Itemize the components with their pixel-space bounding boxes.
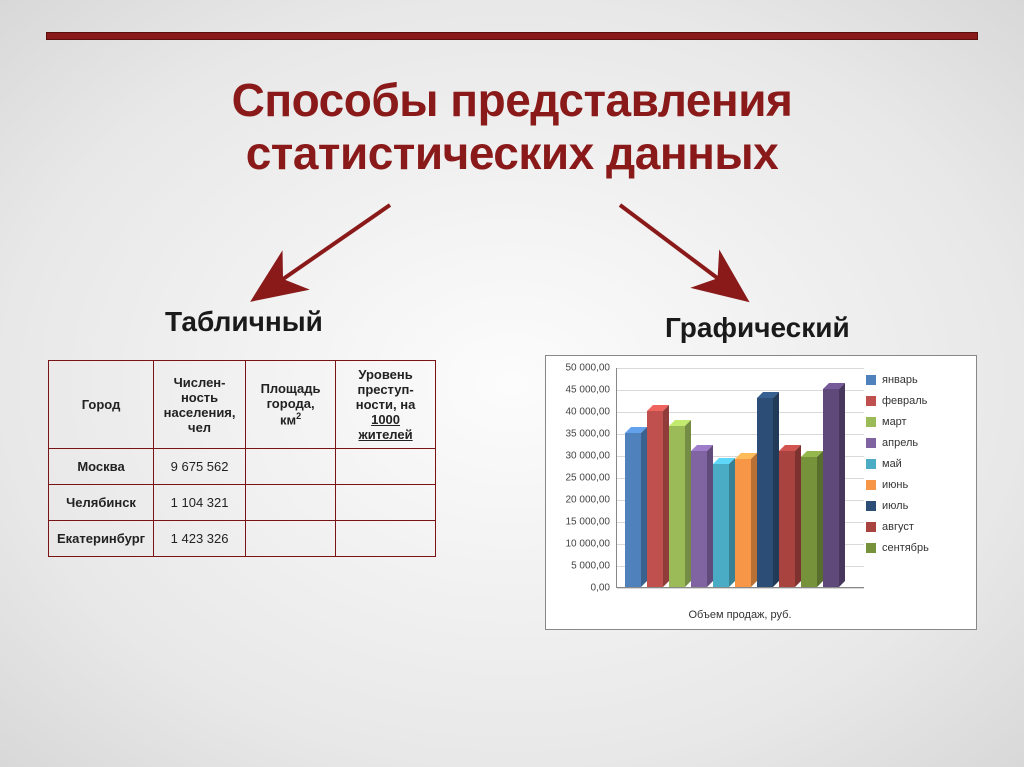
chart-bar xyxy=(757,398,773,587)
legend-item: сентябрь xyxy=(866,542,966,554)
legend-label: июнь xyxy=(882,479,908,491)
table-cell xyxy=(336,485,436,521)
chart-ytick-label: 35 000,00 xyxy=(550,429,610,440)
th-area: Площадьгорода,км2 xyxy=(246,361,336,449)
table-row: Москва9 675 562 xyxy=(49,449,436,485)
chart-bar xyxy=(823,389,839,587)
th-crime: Уровеньпреступ-ности, на1000 жителей xyxy=(336,361,436,449)
table-header-row: Город Числен-ностьнаселения,чел Площадьг… xyxy=(49,361,436,449)
legend-swatch xyxy=(866,543,876,553)
data-table: Город Числен-ностьнаселения,чел Площадьг… xyxy=(48,360,436,557)
chart-ytick-label: 30 000,00 xyxy=(550,451,610,462)
chart-ytick-label: 40 000,00 xyxy=(550,407,610,418)
chart-bar xyxy=(713,464,729,587)
chart-ytick-label: 25 000,00 xyxy=(550,473,610,484)
legend-label: март xyxy=(882,416,907,428)
legend-swatch xyxy=(866,396,876,406)
chart-plot-area xyxy=(616,368,864,588)
legend-swatch xyxy=(866,417,876,427)
chart-ytick-label: 15 000,00 xyxy=(550,517,610,528)
chart-ytick-label: 45 000,00 xyxy=(550,385,610,396)
chart-ytick-label: 0,00 xyxy=(550,583,610,594)
table-cell: 1 104 321 xyxy=(154,485,246,521)
chart-bar xyxy=(801,457,817,587)
legend-swatch xyxy=(866,522,876,532)
legend-item: июль xyxy=(866,500,966,512)
legend-item: май xyxy=(866,458,966,470)
legend-item: январь xyxy=(866,374,966,386)
subheading-graphic: Графический xyxy=(665,312,850,344)
table-cell xyxy=(336,521,436,557)
th-city: Город xyxy=(49,361,154,449)
subheading-tabular: Табличный xyxy=(165,306,323,338)
table-cell xyxy=(336,449,436,485)
chart-legend: январь февраль март апрель май июнь июль август… xyxy=(866,374,966,563)
chart-bar xyxy=(625,433,641,587)
table-cell: 9 675 562 xyxy=(154,449,246,485)
chart-x-axis-label: Объем продаж, руб. xyxy=(616,609,864,621)
legend-label: сентябрь xyxy=(882,542,929,554)
chart-gridline xyxy=(617,588,864,589)
legend-label: февраль xyxy=(882,395,927,407)
legend-swatch xyxy=(866,375,876,385)
legend-label: август xyxy=(882,521,914,533)
table-cell: Екатеринбург xyxy=(49,521,154,557)
legend-item: февраль xyxy=(866,395,966,407)
bar-chart: 0,00 5 000,00 10 000,00 15 000,00 20 000,00 2… xyxy=(545,355,977,630)
chart-bar xyxy=(669,426,685,587)
legend-label: июль xyxy=(882,500,908,512)
legend-label: апрель xyxy=(882,437,918,449)
legend-item: апрель xyxy=(866,437,966,449)
chart-ytick-label: 50 000,00 xyxy=(550,363,610,374)
chart-bar xyxy=(735,459,751,587)
legend-item: март xyxy=(866,416,966,428)
chart-bar xyxy=(779,451,795,587)
table-cell: Челябинск xyxy=(49,485,154,521)
chart-ytick-label: 20 000,00 xyxy=(550,495,610,506)
legend-swatch xyxy=(866,480,876,490)
table-cell xyxy=(246,485,336,521)
th-pop: Числен-ностьнаселения,чел xyxy=(154,361,246,449)
table-cell: Москва xyxy=(49,449,154,485)
table-row: Екатеринбург1 423 326 xyxy=(49,521,436,557)
legend-label: январь xyxy=(882,374,918,386)
legend-item: июнь xyxy=(866,479,966,491)
legend-swatch xyxy=(866,459,876,469)
table-row: Челябинск1 104 321 xyxy=(49,485,436,521)
legend-swatch xyxy=(866,501,876,511)
chart-ytick-label: 5 000,00 xyxy=(550,561,610,572)
legend-label: май xyxy=(882,458,902,470)
legend-swatch xyxy=(866,438,876,448)
chart-bars xyxy=(617,368,864,587)
table-cell xyxy=(246,521,336,557)
table-cell: 1 423 326 xyxy=(154,521,246,557)
table-cell xyxy=(246,449,336,485)
legend-item: август xyxy=(866,521,966,533)
chart-bar xyxy=(691,451,707,587)
chart-ytick-label: 10 000,00 xyxy=(550,539,610,550)
chart-bar xyxy=(647,411,663,587)
